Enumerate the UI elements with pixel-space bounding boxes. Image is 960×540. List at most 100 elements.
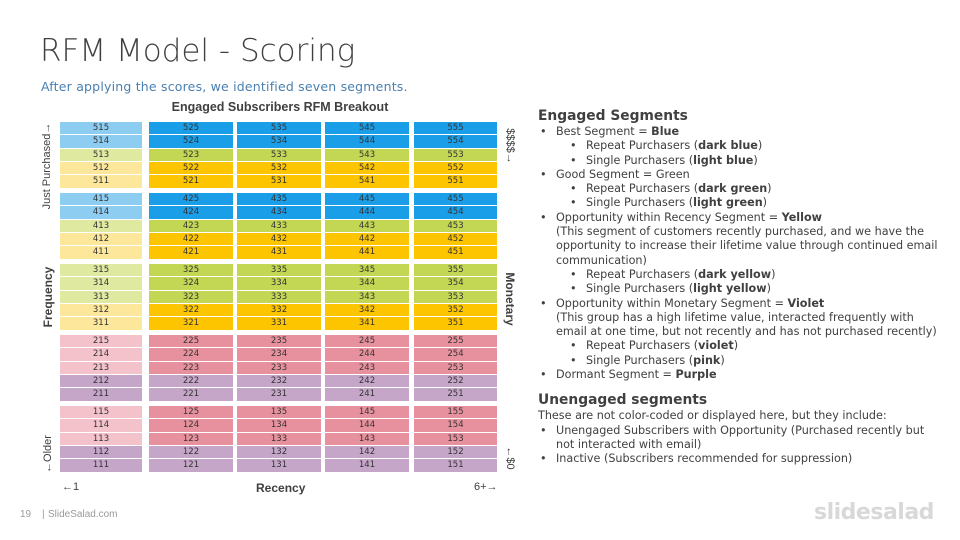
- y-axis-label: Frequency: [41, 266, 55, 328]
- rfm-cell-245: 245: [325, 335, 409, 348]
- rfm-cell-215: 215: [60, 335, 142, 348]
- rfm-cell-554: 554: [414, 135, 497, 148]
- rfm-cell-552: 552: [414, 162, 497, 175]
- rfm-cell-334: 334: [237, 277, 321, 290]
- rfm-cell-444: 444: [325, 206, 409, 219]
- rfm-cell-255: 255: [414, 335, 497, 348]
- monetary-opportunity-item: Opportunity within Monetary Segment = Vi…: [538, 297, 938, 312]
- footer-brand: SlideSalad.com: [48, 509, 118, 520]
- rfm-cell-354: 354: [414, 277, 497, 290]
- rfm-cell-521: 521: [149, 175, 233, 188]
- rfm-cell-142: 142: [325, 446, 409, 459]
- footer-separator: |: [42, 509, 45, 520]
- rfm-cell-524: 524: [149, 135, 233, 148]
- rfm-cell-541: 541: [325, 175, 409, 188]
- rfm-cell-433: 433: [237, 219, 321, 232]
- rfm-cell-121: 121: [149, 459, 233, 472]
- rfm-cell-345: 345: [325, 264, 409, 277]
- rfm-cell-522: 522: [149, 162, 233, 175]
- rfm-cell-424: 424: [149, 206, 233, 219]
- rfm-cell-412: 412: [60, 233, 142, 246]
- rfm-cell-133: 133: [237, 432, 321, 445]
- dormant-segment-item: Dormant Segment = Purple: [538, 368, 938, 383]
- rfm-cell-323: 323: [149, 290, 233, 303]
- rfm-cell-253: 253: [414, 361, 497, 374]
- rfm-cell-315: 315: [60, 264, 142, 277]
- rfm-cell-422: 422: [149, 233, 233, 246]
- rfm-cell-244: 244: [325, 348, 409, 361]
- rfm-cell-414: 414: [60, 206, 142, 219]
- rfm-cell-352: 352: [414, 304, 497, 317]
- rfm-cell-514: 514: [60, 135, 142, 148]
- rfm-cell-252: 252: [414, 375, 497, 388]
- rfm-cell-152: 152: [414, 446, 497, 459]
- rfm-cell-451: 451: [414, 246, 497, 259]
- rfm-cell-421: 421: [149, 246, 233, 259]
- rfm-cell-512: 512: [60, 162, 142, 175]
- rfm-cell-141: 141: [325, 459, 409, 472]
- rfm-cell-222: 222: [149, 375, 233, 388]
- rfm-cell-145: 145: [325, 406, 409, 419]
- rfm-cell-333: 333: [237, 290, 321, 303]
- rfm-cell-531: 531: [237, 175, 321, 188]
- rfm-cell-155: 155: [414, 406, 497, 419]
- rfm-cell-425: 425: [149, 193, 233, 206]
- good-repeat-item: Repeat Purchasers (dark green): [538, 182, 938, 197]
- rfm-cell-214: 214: [60, 348, 142, 361]
- rfm-cell-233: 233: [237, 361, 321, 374]
- rfm-cell-454: 454: [414, 206, 497, 219]
- slide-subtitle: After applying the scores, we identified…: [41, 79, 408, 94]
- rfm-cell-135: 135: [237, 406, 321, 419]
- rfm-cell-212: 212: [60, 375, 142, 388]
- rfm-cell-533: 533: [237, 148, 321, 161]
- rfm-cell-151: 151: [414, 459, 497, 472]
- rfm-cell-555: 555: [414, 122, 497, 135]
- rfm-cell-321: 321: [149, 317, 233, 330]
- rfm-cell-553: 553: [414, 148, 497, 161]
- rfm-cell-254: 254: [414, 348, 497, 361]
- rfm-cell-445: 445: [325, 193, 409, 206]
- rfm-cell-435: 435: [237, 193, 321, 206]
- slide-title: RFM Model - Scoring: [40, 33, 356, 69]
- rfm-cell-232: 232: [237, 375, 321, 388]
- rfm-cell-351: 351: [414, 317, 497, 330]
- rfm-cell-312: 312: [60, 304, 142, 317]
- rfm-cell-143: 143: [325, 432, 409, 445]
- rfm-cell-112: 112: [60, 446, 142, 459]
- rfm-cell-331: 331: [237, 317, 321, 330]
- rfm-cell-515: 515: [60, 122, 142, 135]
- rfm-cell-434: 434: [237, 206, 321, 219]
- rfm-cell-225: 225: [149, 335, 233, 348]
- rfm-cell-542: 542: [325, 162, 409, 175]
- rfm-cell-544: 544: [325, 135, 409, 148]
- rfm-cell-154: 154: [414, 419, 497, 432]
- rfm-cell-511: 511: [60, 175, 142, 188]
- rfm-cell-224: 224: [149, 348, 233, 361]
- rfm-cell-355: 355: [414, 264, 497, 277]
- good-segment-item: Good Segment = Green: [538, 168, 938, 183]
- rfm-cell-114: 114: [60, 419, 142, 432]
- segments-panel: Engaged Segments Best Segment = Blue Rep…: [538, 108, 938, 467]
- rfm-cell-353: 353: [414, 290, 497, 303]
- rfm-cell-341: 341: [325, 317, 409, 330]
- good-single-item: Single Purchasers (light green): [538, 196, 938, 211]
- best-repeat-item: Repeat Purchasers (dark blue): [538, 139, 938, 154]
- rfm-cell-235: 235: [237, 335, 321, 348]
- rfm-cell-452: 452: [414, 233, 497, 246]
- rfm-cell-131: 131: [237, 459, 321, 472]
- y2-axis-label: Monetary: [503, 272, 517, 326]
- rfm-cell-342: 342: [325, 304, 409, 317]
- rfm-cell-223: 223: [149, 361, 233, 374]
- unengaged-item-2: Inactive (Subscribers recommended for su…: [538, 452, 938, 467]
- rfm-cell-431: 431: [237, 246, 321, 259]
- rfm-grid: 515 525 535 545 555 514 524 534 544 554 513 523 533 5…: [60, 122, 500, 474]
- rfm-cell-332: 332: [237, 304, 321, 317]
- rfm-cell-325: 325: [149, 264, 233, 277]
- rfm-cell-211: 211: [60, 388, 142, 401]
- rfm-cell-134: 134: [237, 419, 321, 432]
- y-bottom-note: ←Older: [42, 435, 54, 473]
- rfm-cell-243: 243: [325, 361, 409, 374]
- recency-opportunity-item: Opportunity within Recency Segment = Yel…: [538, 211, 938, 226]
- unengaged-intro: These are not color-coded or displayed h…: [538, 409, 887, 423]
- rfm-cell-432: 432: [237, 233, 321, 246]
